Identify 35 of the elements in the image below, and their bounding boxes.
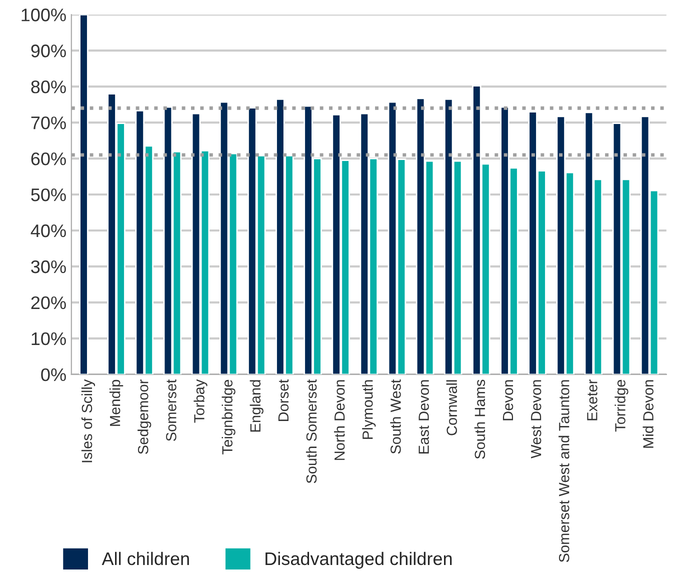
y-tick-label: 60%	[31, 152, 66, 166]
x-tick-label: South West	[390, 379, 401, 454]
x-tick-label: East Devon	[418, 380, 429, 454]
x-tick-label: Torridge	[614, 380, 628, 432]
y-tick-label: 50%	[31, 188, 66, 202]
x-tick-label: North Devon	[334, 380, 345, 460]
y-tick-label: 10%	[32, 332, 66, 346]
x-tick-label: Cornwall	[446, 380, 458, 436]
legend-label: Disadvantaged children	[266, 552, 452, 569]
y-tick-label: 30%	[31, 260, 66, 274]
y-tick-label: 20%	[31, 296, 66, 310]
y-tick-label: 90%	[31, 44, 66, 58]
x-tick-label: Isles of Scilly	[81, 379, 96, 462]
x-tick-label: Sedgemoor	[138, 380, 152, 454]
x-tick-label: West Devon	[531, 380, 542, 458]
x-tick-label: England	[250, 380, 264, 432]
x-tick-label: Devon	[502, 380, 514, 420]
x-tick-label: South Hams	[474, 380, 486, 459]
x-tick-label: Somerset	[166, 379, 176, 441]
x-tick-label: Dorset	[278, 379, 289, 422]
y-tick-label: 80%	[31, 80, 66, 94]
y-tick-label: 0%	[41, 368, 66, 382]
y-tick-label: 40%	[30, 224, 66, 238]
x-tick-label: Somerset West and Taunton	[558, 380, 570, 562]
x-tick-label: Teignbridge	[222, 380, 236, 454]
y-tick-label: 100%	[22, 8, 66, 22]
legend-label: All children	[102, 552, 189, 566]
y-tick-label: 70%	[31, 116, 66, 130]
x-tick-label: Plymouth	[362, 380, 376, 439]
x-tick-label: Torbay	[194, 379, 208, 423]
x-tick-label: South Somerset	[306, 379, 317, 484]
bar	[79, 14, 88, 374]
x-tick-label: Mendip	[110, 380, 124, 426]
x-tick-label: Exeter	[587, 380, 598, 420]
x-tick-label: Mid Devon	[642, 380, 654, 448]
